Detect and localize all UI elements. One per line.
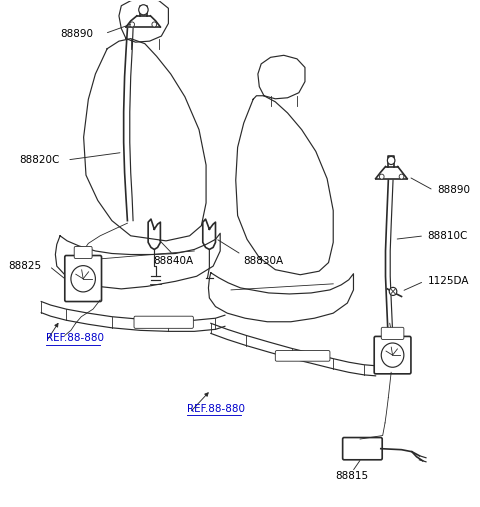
Text: 88890: 88890 — [437, 185, 470, 195]
Circle shape — [389, 287, 397, 296]
FancyBboxPatch shape — [276, 350, 330, 361]
Text: REF.88-880: REF.88-880 — [46, 334, 104, 343]
Circle shape — [387, 157, 395, 164]
FancyBboxPatch shape — [374, 337, 411, 374]
Text: 1125DA: 1125DA — [427, 276, 469, 286]
Text: 88820C: 88820C — [20, 155, 60, 165]
FancyBboxPatch shape — [74, 246, 92, 259]
Text: 88825: 88825 — [8, 261, 41, 271]
FancyBboxPatch shape — [134, 316, 193, 329]
Circle shape — [381, 343, 404, 367]
Text: 88830A: 88830A — [244, 256, 284, 266]
Text: REF.88-880: REF.88-880 — [187, 404, 245, 414]
Circle shape — [139, 5, 148, 15]
Circle shape — [152, 22, 156, 27]
Circle shape — [379, 174, 384, 179]
Circle shape — [71, 266, 96, 292]
Circle shape — [130, 22, 134, 27]
Text: 88810C: 88810C — [427, 231, 468, 241]
FancyBboxPatch shape — [65, 256, 102, 302]
Text: 88815: 88815 — [336, 471, 369, 481]
Circle shape — [399, 174, 404, 179]
Text: 88890: 88890 — [60, 28, 93, 39]
FancyBboxPatch shape — [343, 438, 382, 460]
Text: 88840A: 88840A — [153, 256, 193, 266]
FancyBboxPatch shape — [381, 328, 404, 340]
